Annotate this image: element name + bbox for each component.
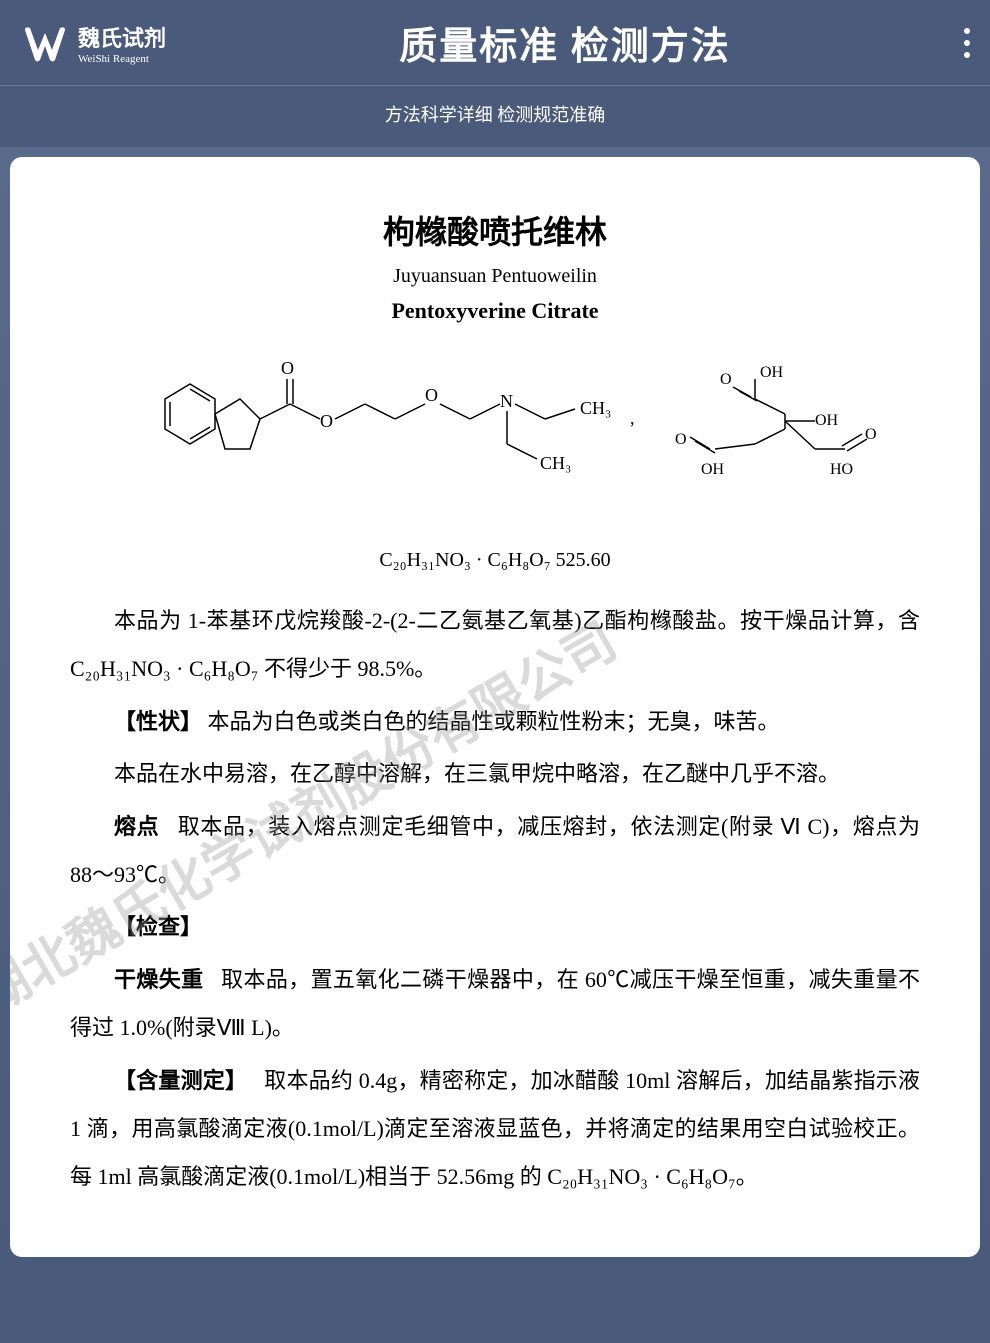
svg-text:O: O bbox=[675, 431, 687, 448]
svg-text:CH₃: CH₃ bbox=[580, 398, 611, 418]
header-title: 质量标准 检测方法 bbox=[399, 15, 731, 70]
svg-text:CH₃: CH₃ bbox=[540, 453, 571, 473]
svg-text:O: O bbox=[865, 426, 877, 443]
logo-area: 魏氏试剂 WeiShi Reagent bbox=[20, 18, 166, 68]
document-body: 本品为 1-苯基环戊烷羧酸-2-(2-二乙氨基乙氧基)乙酯枸橼酸盐。按干燥品计算… bbox=[70, 597, 920, 1202]
doc-title-pinyin: Juyuansuan Pentuoweilin bbox=[70, 265, 920, 288]
properties-label: 【性状】 bbox=[114, 709, 202, 734]
logo-cn-text: 魏氏试剂 bbox=[78, 21, 166, 53]
svg-text:HO: HO bbox=[830, 461, 853, 478]
svg-text:O: O bbox=[425, 385, 438, 405]
drying-loss-paragraph: 干燥失重 取本品，置五氧化二磷干燥器中，在 60℃减压干燥至恒重，减失重量不得过… bbox=[70, 956, 920, 1053]
melting-point-paragraph: 熔点 取本品，装入熔点测定毛细管中，减压熔封，依法测定(附录 Ⅵ C)，熔点为 … bbox=[70, 803, 920, 900]
molecular-formula: C₂₀H₃₁NO₃ · C₆H₈O₇ 525.60 bbox=[70, 549, 920, 572]
logo-text: 魏氏试剂 WeiShi Reagent bbox=[78, 21, 166, 65]
logo-en-text: WeiShi Reagent bbox=[78, 53, 166, 65]
doc-title-cn: 枸橼酸喷托维林 bbox=[70, 207, 920, 253]
drying-loss-label: 干燥失重 bbox=[114, 967, 203, 992]
svg-text:,: , bbox=[630, 408, 635, 428]
svg-text:N: N bbox=[500, 391, 513, 411]
assay-label: 【含量测定】 bbox=[114, 1068, 247, 1093]
svg-text:OH: OH bbox=[760, 364, 784, 381]
svg-text:OH: OH bbox=[815, 412, 839, 429]
svg-text:OH: OH bbox=[701, 461, 725, 478]
inspection-heading: 【检查】 bbox=[70, 903, 920, 951]
melting-point-text: 取本品，装入熔点测定毛细管中，减压熔封，依法测定(附录 Ⅵ C)，熔点为 88～… bbox=[70, 814, 920, 887]
properties-text: 本品为白色或类白色的结晶性或颗粒性粉末；无臭，味苦。 bbox=[208, 709, 780, 734]
subtitle-bar: 方法科学详细 检测规范准确 bbox=[0, 86, 990, 147]
menu-dots-icon[interactable] bbox=[964, 28, 970, 58]
svg-text:O: O bbox=[320, 411, 333, 431]
document-container: 湖北魏氏化学试剂股份有限公司 枸橼酸喷托维林 Juyuansuan Pentuo… bbox=[0, 147, 990, 1267]
intro-paragraph: 本品为 1-苯基环戊烷羧酸-2-(2-二乙氨基乙氧基)乙酯枸橼酸盐。按干燥品计算… bbox=[70, 597, 920, 694]
document: 湖北魏氏化学试剂股份有限公司 枸橼酸喷托维林 Juyuansuan Pentuo… bbox=[10, 157, 980, 1257]
solubility-paragraph: 本品在水中易溶，在乙醇中溶解，在三氯甲烷中略溶，在乙醚中几乎不溶。 bbox=[70, 750, 920, 798]
subtitle-text: 方法科学详细 检测规范准确 bbox=[385, 105, 606, 125]
logo-icon bbox=[20, 18, 70, 68]
assay-paragraph: 【含量测定】 取本品约 0.4g，精密称定，加冰醋酸 10ml 溶解后，加结晶紫… bbox=[70, 1057, 920, 1202]
svg-text:O: O bbox=[281, 358, 294, 378]
page-header: 魏氏试剂 WeiShi Reagent 质量标准 检测方法 bbox=[0, 0, 990, 86]
svg-text:O: O bbox=[720, 371, 732, 388]
doc-title-en: Pentoxyverine Citrate bbox=[70, 298, 920, 324]
chemical-structure-diagram: O O O N CH₃ CH₃ , bbox=[70, 349, 920, 529]
melting-point-label: 熔点 bbox=[114, 814, 159, 839]
inspection-label: 【检查】 bbox=[114, 914, 202, 939]
properties-paragraph: 【性状】 本品为白色或类白色的结晶性或颗粒性粉末；无臭，味苦。 bbox=[70, 698, 920, 746]
